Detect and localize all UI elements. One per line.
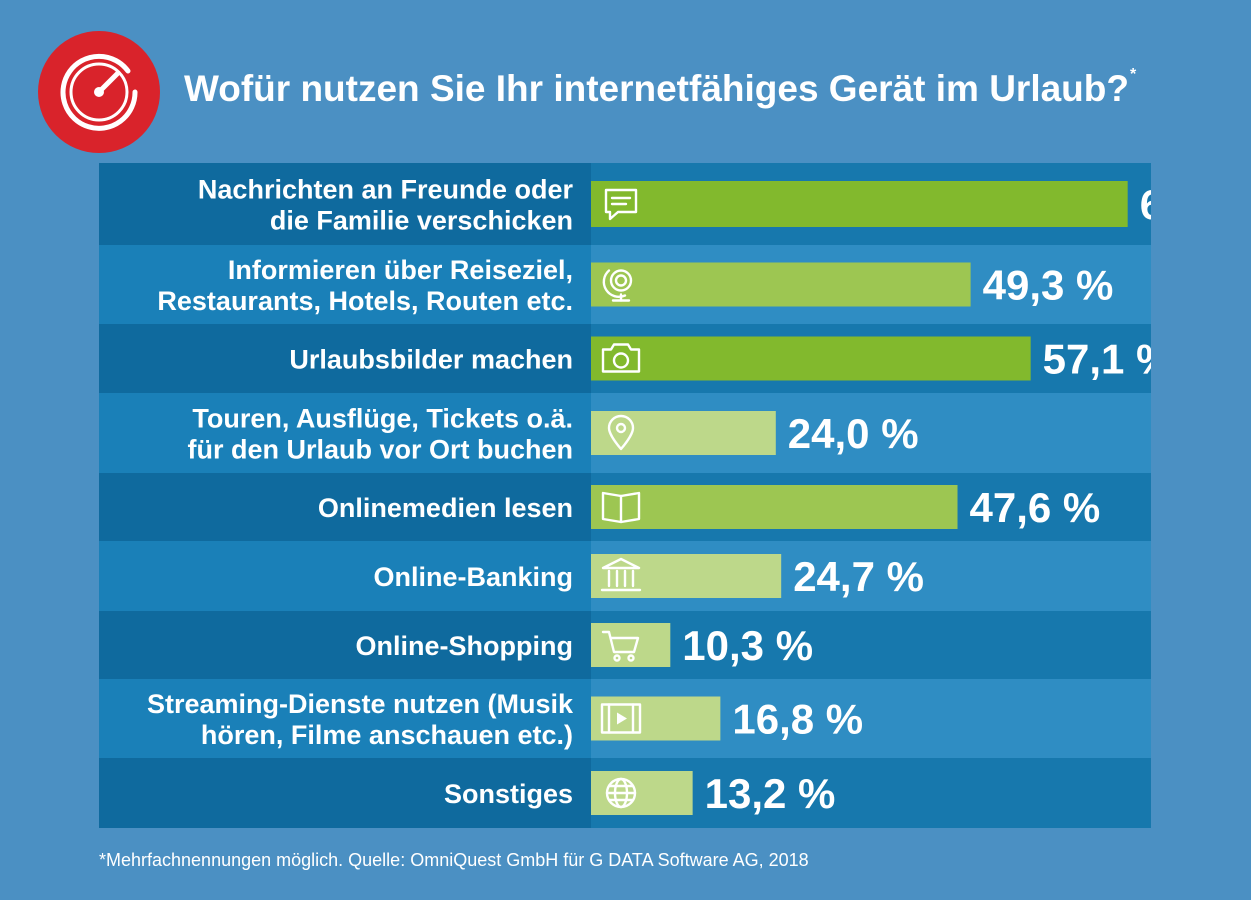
title-footnote-marker: * [1130, 66, 1137, 83]
category-label: für den Urlaub vor Ort buchen [187, 435, 573, 465]
open-book-icon [601, 491, 641, 524]
category-label: Streaming-Dienste nutzen (Musik [147, 689, 574, 719]
map-pin-icon [607, 414, 635, 451]
row-label-background [99, 611, 591, 679]
page-title: Wofür nutzen Sie Ihr internetfähiges Ger… [184, 68, 1129, 109]
value-label: 49,3 % [983, 262, 1114, 309]
category-label: Nachrichten an Freunde oder [198, 175, 574, 205]
bar-chart: Nachrichten an Freunde oder die Familie v… [99, 163, 1151, 828]
logo [38, 31, 160, 153]
row-label-background [99, 245, 591, 324]
row-label-background [99, 393, 591, 473]
chart-row: Touren, Ausflüge, Tickets o.ä.für den Ur… [99, 393, 1151, 473]
row-plot-background [591, 611, 1151, 679]
row-label-background [99, 758, 591, 828]
category-label: Informieren über Reiseziel, [228, 255, 573, 285]
bar [591, 485, 958, 529]
gauge-icon [60, 53, 138, 131]
shopping-cart-icon [601, 630, 640, 662]
chart-row: Sonstiges 13,2 % [99, 758, 1151, 828]
chart-row: Online-Banking 24,7 % [99, 541, 1151, 611]
chart-row: Online-Shopping 10,3 % [99, 611, 1151, 679]
source-footnote: *Mehrfachnennungen möglich. Quelle: Omni… [99, 850, 809, 870]
bar [591, 181, 1128, 227]
row-label-background [99, 541, 591, 611]
value-label: 24,7 % [793, 553, 924, 600]
chart-row: Onlinemedien lesen 47,6 % [99, 473, 1151, 541]
row-label-background [99, 473, 591, 541]
category-label: Online-Shopping [356, 631, 573, 661]
category-label: die Familie verschicken [270, 206, 573, 236]
globe-stand-icon [602, 269, 633, 302]
category-label: Sonstiges [444, 779, 573, 809]
bar [591, 696, 721, 741]
bar [591, 411, 776, 455]
value-label: 69,7 % [1140, 181, 1151, 228]
category-label: Touren, Ausflüge, Tickets o.ä. [192, 404, 573, 434]
bank-icon [600, 557, 642, 592]
value-label: 57,1 % [1043, 336, 1151, 383]
row-label-background [99, 324, 591, 393]
category-label: Urlaubsbilder machen [289, 345, 573, 375]
category-label: Restaurants, Hotels, Routen etc. [157, 286, 573, 316]
film-strip-icon [600, 703, 642, 734]
category-label: hören, Filme anschauen etc.) [201, 720, 573, 750]
value-label: 10,3 % [682, 622, 813, 669]
row-label-background [99, 679, 591, 758]
row-label-background [99, 163, 591, 245]
value-label: 13,2 % [705, 770, 836, 817]
chart-row: Informieren über Reiseziel,Restaurants, … [99, 245, 1151, 324]
bar [591, 262, 971, 307]
category-label: Onlinemedien lesen [318, 493, 573, 523]
category-label: Online-Banking [373, 562, 573, 592]
globe-icon [605, 777, 637, 809]
chat-bubble-icon [604, 188, 638, 221]
bar [591, 336, 1031, 381]
value-label: 24,0 % [788, 410, 919, 457]
value-label: 47,6 % [970, 484, 1101, 531]
value-label: 16,8 % [732, 696, 863, 743]
camera-icon [601, 343, 641, 373]
chart-row: Urlaubsbilder machen 57,1 % [99, 324, 1151, 393]
